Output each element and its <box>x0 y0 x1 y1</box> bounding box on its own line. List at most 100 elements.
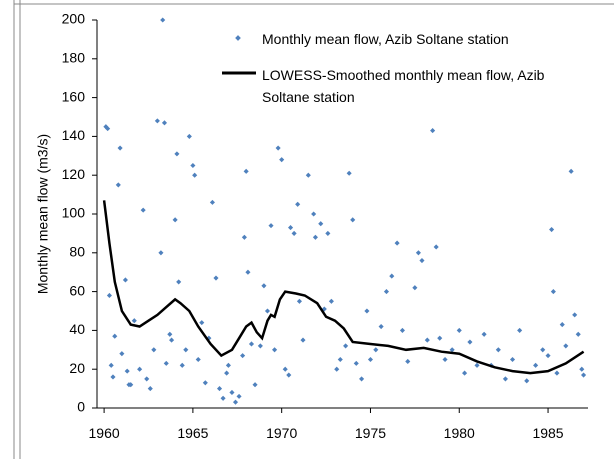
data-point <box>405 358 411 364</box>
data-point <box>442 356 448 363</box>
data-point <box>318 221 324 227</box>
data-point <box>437 335 443 341</box>
data-point <box>163 360 169 366</box>
data-point <box>119 351 125 357</box>
smoothed-line <box>102 200 585 375</box>
data-point <box>291 230 297 236</box>
data-point <box>399 327 405 333</box>
data-point <box>229 389 235 396</box>
data-point <box>224 370 230 376</box>
data-point <box>172 217 178 223</box>
data-point <box>183 347 189 353</box>
data-point <box>312 234 318 240</box>
data-point <box>167 331 173 337</box>
data-point <box>509 356 516 363</box>
data-point <box>105 126 111 132</box>
data-point <box>462 370 468 376</box>
data-point <box>540 347 546 353</box>
data-point <box>106 292 112 299</box>
y-tick-label: 40 <box>69 321 85 337</box>
data-point <box>199 320 205 326</box>
data-point <box>216 386 223 392</box>
data-point <box>176 279 182 285</box>
data-point <box>169 337 175 343</box>
data-point <box>179 362 185 368</box>
data-point <box>430 128 436 134</box>
data-point <box>140 207 146 213</box>
data-point <box>144 376 150 382</box>
y-tick-label: 120 <box>62 166 86 182</box>
y-tick-label: 100 <box>62 205 86 221</box>
data-point <box>243 168 249 174</box>
data-point <box>286 372 292 378</box>
y-tick-label: 60 <box>69 282 85 298</box>
data-point <box>257 343 263 349</box>
data-point <box>474 362 480 368</box>
x-tick-label: 1960 <box>89 425 120 441</box>
data-point <box>389 273 395 279</box>
data-point <box>337 356 343 363</box>
legend-label: LOWESS-Smoothed monthly mean flow, Azib … <box>262 67 545 105</box>
data-point <box>158 250 164 256</box>
data-point <box>325 230 331 236</box>
data-point <box>248 341 255 347</box>
data-point <box>131 318 137 324</box>
data-point <box>563 343 569 349</box>
data-point <box>115 182 121 188</box>
data-point <box>350 217 356 223</box>
data-point <box>186 133 192 139</box>
data-point <box>220 395 226 401</box>
y-tick-label: 0 <box>77 399 85 415</box>
data-point <box>296 298 302 304</box>
x-tick-label: 1965 <box>177 425 208 441</box>
data-point <box>128 382 134 388</box>
data-point <box>295 201 301 207</box>
data-point <box>334 366 340 372</box>
data-point <box>282 366 288 372</box>
data-point <box>137 366 143 372</box>
data-point <box>117 145 123 151</box>
data-point <box>245 269 251 275</box>
data-point <box>328 298 334 304</box>
y-tick-label: 180 <box>62 50 86 66</box>
data-point <box>272 347 278 353</box>
data-point <box>192 172 198 178</box>
data-point <box>502 376 508 382</box>
data-point <box>383 289 389 295</box>
data-point <box>575 331 581 337</box>
legend-label: Monthly mean flow, Azib Soltane station <box>262 31 509 47</box>
data-point <box>367 356 374 363</box>
data-point <box>378 323 384 330</box>
data-point <box>419 258 425 264</box>
data-point <box>236 393 242 399</box>
y-tick-label: 80 <box>69 244 85 260</box>
data-point <box>154 118 160 124</box>
x-tick-label: 1975 <box>355 425 386 441</box>
data-point <box>559 322 565 328</box>
y-tick-label: 140 <box>62 127 86 143</box>
data-point <box>412 285 418 291</box>
data-point <box>190 162 196 169</box>
data-point <box>264 308 271 314</box>
data-point <box>232 399 239 405</box>
y-axis-title: Monthly mean flow (m3/s) <box>35 134 51 294</box>
data-point <box>359 376 365 382</box>
data-point <box>124 368 130 374</box>
x-tick-label: 1985 <box>532 425 563 441</box>
data-point <box>241 234 247 240</box>
data-point <box>147 386 153 392</box>
data-point <box>373 347 379 353</box>
data-point <box>481 331 487 337</box>
data-point <box>364 308 370 314</box>
data-point <box>261 283 267 289</box>
data-point <box>433 244 439 250</box>
data-point <box>160 17 166 23</box>
data-point <box>415 250 421 256</box>
data-point <box>151 347 157 353</box>
data-point <box>209 199 215 205</box>
data-point <box>240 353 246 359</box>
data-point <box>353 360 359 366</box>
